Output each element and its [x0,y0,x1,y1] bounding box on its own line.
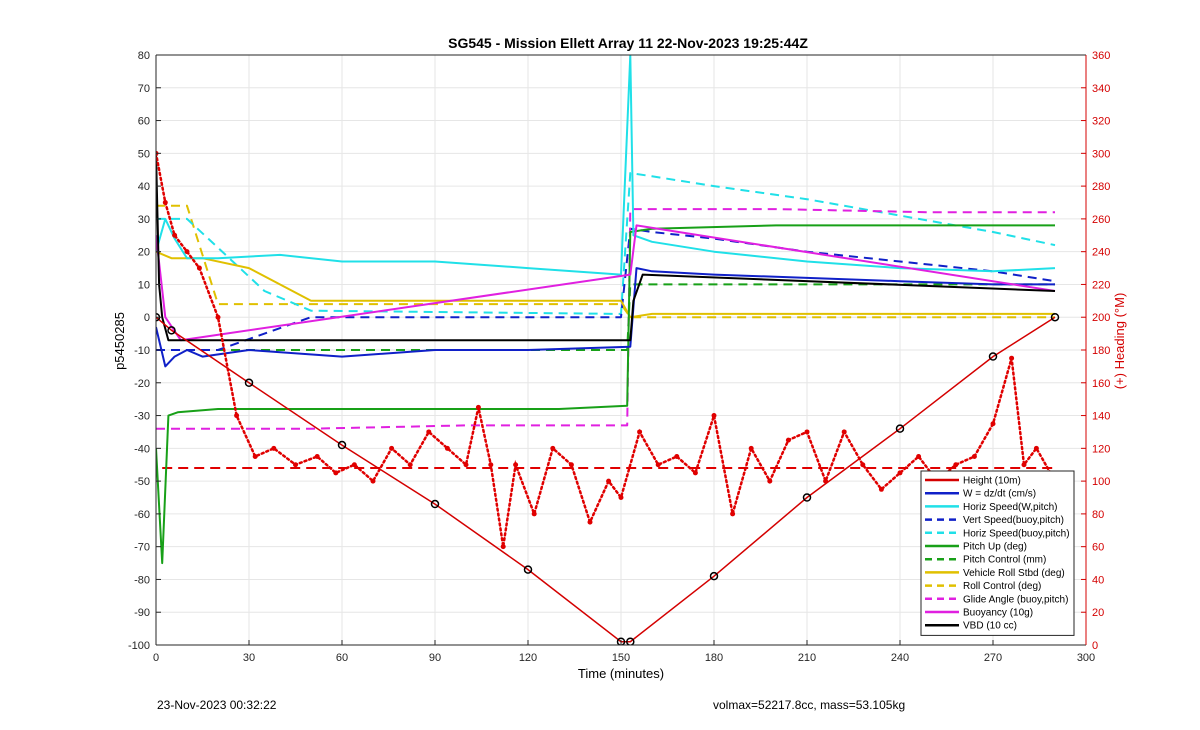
height-marker [337,440,347,450]
y2-tick-label: 140 [1092,411,1110,423]
y2-tick-label: 20 [1092,607,1104,619]
y-tick-label: 20 [138,247,150,259]
series-layer [156,55,1060,645]
legend-label: VBD (10 cc) [963,621,1017,632]
legend-label: Horiz Speed(W,pitch) [963,502,1057,513]
y2-tick-label: 200 [1092,312,1110,324]
series-horiz-speed-buoy-pitch [156,172,1056,315]
y-tick-label: -80 [134,574,150,586]
y2-tick-label: 300 [1092,148,1110,160]
y2-tick-label: 80 [1092,509,1104,521]
y-axis-label: p5450285 [112,312,127,370]
legend-label: Height (10m) [963,476,1021,487]
y-tick-label: 70 [138,83,150,95]
x-tick-label: 180 [705,652,723,664]
y-tick-label: -90 [134,607,150,619]
height-marker [523,565,533,574]
height-marker [626,637,635,645]
y2-tick-label: 160 [1092,378,1110,390]
series-w-dz-dt-cm-s [156,267,1055,368]
y-tick-label: -10 [134,345,150,357]
chart-title: SG545 - Mission Ellett Array 11 22-Nov-2… [448,35,808,51]
height-marker [802,493,812,502]
height-marker [988,352,998,361]
y-tick-label: 10 [138,279,150,291]
y-tick-label: -100 [128,640,150,652]
legend-label: Buoyancy (10g) [963,608,1033,619]
x-tick-label: 300 [1077,652,1095,664]
x-tick-label: 90 [429,652,441,664]
legend-label: Vehicle Roll Stbd (deg) [963,568,1065,579]
y-tick-label: 30 [138,214,150,226]
legend-label: Vert Speed(buoy,pitch) [963,515,1064,526]
legend-label: Horiz Speed(buoy,pitch) [963,528,1070,539]
y-tick-label: 60 [138,116,150,128]
y-tick-label: -70 [134,542,150,554]
y-tick-label: -60 [134,509,150,521]
legend-label: Pitch Up (deg) [963,542,1027,553]
legend-box [920,470,1075,636]
y-tick-label: 50 [138,148,150,160]
y2-tick-label: 360 [1092,50,1110,62]
y-tick-label: 40 [138,181,150,193]
y2-axis-label: (+) Heading (°M) [1112,293,1127,390]
y2-tick-label: 320 [1092,116,1110,128]
series-horiz-speed-w-pitch [156,55,1056,276]
y-tick-label: -30 [134,411,150,423]
y2-tick-label: 180 [1092,345,1110,357]
legend-label: W = dz/dt (cm/s) [963,489,1036,500]
height-marker [895,424,905,433]
x-tick-label: 120 [519,652,537,664]
height-marker [430,499,440,509]
y2-tick-label: 100 [1092,476,1110,488]
x-tick-label: 60 [336,652,348,664]
x-tick-label: 270 [984,652,1002,664]
y2-tick-label: 220 [1092,279,1110,291]
x-tick-label: 150 [612,652,630,664]
y2-tick-label: 260 [1092,214,1110,226]
y2-tick-label: 60 [1092,542,1104,554]
height-marker [244,378,254,388]
x-tick-label: 240 [891,652,909,664]
height-marker [167,326,176,335]
y2-tick-label: 280 [1092,181,1110,193]
x-axis-label: Time (minutes) [578,666,664,681]
series-pitch-up-deg [156,224,1055,565]
series-vbd-10-cc [156,153,1056,342]
x-tick-label: 0 [153,652,159,664]
height-marker [709,571,719,581]
legend: Height (10m) W = dz/dt (cm/s) Horiz Speed(… [920,470,1075,636]
height-marker [1050,312,1060,322]
y2-tick-label: 120 [1092,443,1110,455]
x-tick-label: 210 [798,652,816,664]
legend-label: Glide Angle (buoy,pitch) [963,594,1068,605]
y2-tick-label: 0 [1092,640,1098,652]
series-heading [156,152,1057,547]
footer-volmax-mass: volmax=52217.8cc, mass=53.105kg [713,698,906,712]
y2-tick-label: 40 [1092,574,1104,586]
legend-label: Pitch Control (mm) [963,555,1046,566]
y-tick-label: -20 [134,378,150,390]
series-group [156,55,1060,645]
height-marker [616,637,626,645]
y-tick-label: -50 [134,476,150,488]
footer-timestamp: 23-Nov-2023 00:32:22 [157,698,277,712]
axes: 0 30 60 90 120 150 180 210 240 270 300-100-90-80-7… [128,50,1110,664]
y-tick-label: 80 [138,50,150,62]
x-tick-label: 30 [243,652,255,664]
y-tick-label: 0 [144,312,150,324]
y-tick-label: -40 [134,443,150,455]
series-glide-angle-buoy-pitch [156,208,1055,430]
series-buoyancy-10g [156,224,1056,342]
y2-tick-label: 240 [1092,247,1110,259]
legend-label: Roll Control (deg) [963,581,1041,592]
y2-tick-label: 340 [1092,83,1110,95]
